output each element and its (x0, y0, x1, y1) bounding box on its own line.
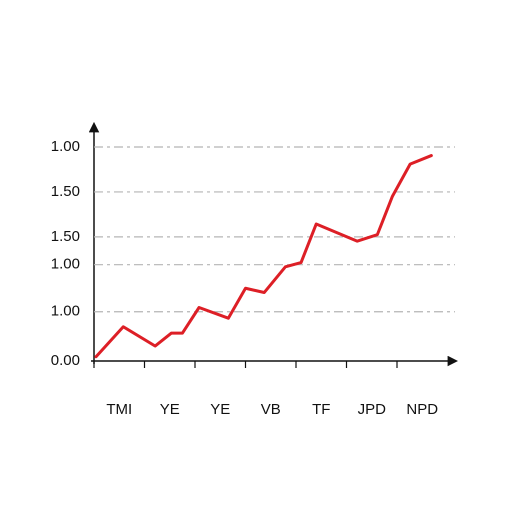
x-tick-label: YE (160, 401, 180, 418)
x-tick-label: YE (210, 401, 230, 418)
x-tick-label: TMI (106, 401, 132, 418)
y-tick-label: 1.00 (51, 303, 80, 320)
y-tick-label: 1.50 (51, 183, 80, 200)
y-tick-label: 1.00 (51, 256, 80, 273)
data-line (94, 154, 433, 359)
x-tick-label: TF (312, 401, 330, 418)
y-tick-label: 1.50 (51, 228, 80, 245)
y-tick-label: 0.00 (51, 352, 80, 369)
x-tick-label: NPD (406, 401, 438, 418)
y-tick-label: 1.00 (51, 138, 80, 155)
x-tick-label: VB (261, 401, 281, 418)
x-tick-label: JPD (358, 401, 387, 418)
